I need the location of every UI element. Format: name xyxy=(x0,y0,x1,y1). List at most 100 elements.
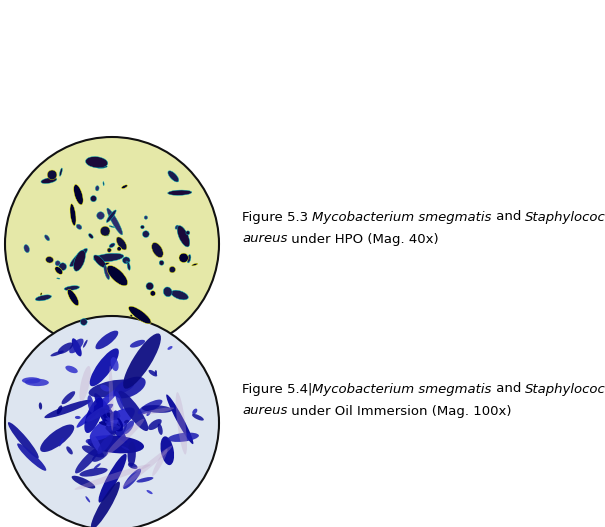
Ellipse shape xyxy=(109,366,114,431)
Ellipse shape xyxy=(50,350,64,356)
Ellipse shape xyxy=(119,391,148,431)
Ellipse shape xyxy=(177,226,190,247)
Circle shape xyxy=(90,196,97,202)
Ellipse shape xyxy=(69,338,83,353)
Ellipse shape xyxy=(152,242,163,258)
Ellipse shape xyxy=(75,416,80,419)
Ellipse shape xyxy=(85,157,108,168)
Ellipse shape xyxy=(45,235,50,241)
Ellipse shape xyxy=(82,445,104,457)
Ellipse shape xyxy=(114,377,146,398)
Circle shape xyxy=(105,231,109,236)
Ellipse shape xyxy=(168,171,179,182)
Ellipse shape xyxy=(105,418,117,424)
Ellipse shape xyxy=(99,408,123,432)
Ellipse shape xyxy=(100,385,110,392)
Ellipse shape xyxy=(57,278,60,279)
Ellipse shape xyxy=(99,454,126,503)
Ellipse shape xyxy=(109,226,115,228)
Ellipse shape xyxy=(192,414,204,421)
Ellipse shape xyxy=(123,334,161,389)
Ellipse shape xyxy=(57,405,62,414)
Text: aureus: aureus xyxy=(242,405,287,417)
Circle shape xyxy=(5,137,219,351)
Ellipse shape xyxy=(155,370,157,375)
Ellipse shape xyxy=(146,490,152,494)
Text: Figure 5.4|: Figure 5.4| xyxy=(242,383,312,395)
Ellipse shape xyxy=(91,482,120,527)
Ellipse shape xyxy=(65,366,78,373)
Ellipse shape xyxy=(138,399,163,414)
Ellipse shape xyxy=(114,411,120,418)
Ellipse shape xyxy=(79,468,108,476)
Text: under HPO (Mag. 40x): under HPO (Mag. 40x) xyxy=(287,232,439,246)
Ellipse shape xyxy=(90,348,119,386)
Circle shape xyxy=(5,316,219,527)
Ellipse shape xyxy=(83,340,88,348)
Ellipse shape xyxy=(106,423,116,435)
Circle shape xyxy=(55,261,61,266)
Ellipse shape xyxy=(91,435,102,453)
Ellipse shape xyxy=(142,407,174,415)
Ellipse shape xyxy=(105,409,120,428)
Circle shape xyxy=(107,248,111,252)
Ellipse shape xyxy=(41,178,57,183)
Ellipse shape xyxy=(122,185,128,189)
Ellipse shape xyxy=(175,392,187,454)
Ellipse shape xyxy=(168,190,192,196)
Ellipse shape xyxy=(64,286,79,290)
Ellipse shape xyxy=(70,204,76,226)
Circle shape xyxy=(150,291,155,296)
Ellipse shape xyxy=(59,168,62,176)
Ellipse shape xyxy=(126,261,128,263)
Text: and: and xyxy=(492,383,525,395)
Ellipse shape xyxy=(76,225,82,229)
Ellipse shape xyxy=(8,422,39,458)
Ellipse shape xyxy=(45,257,53,263)
Ellipse shape xyxy=(24,245,30,252)
Ellipse shape xyxy=(127,262,130,270)
Ellipse shape xyxy=(67,446,73,454)
Ellipse shape xyxy=(44,400,91,418)
Ellipse shape xyxy=(113,418,117,426)
Circle shape xyxy=(179,253,188,262)
Ellipse shape xyxy=(90,407,135,441)
Ellipse shape xyxy=(130,340,145,348)
Ellipse shape xyxy=(17,443,47,471)
Ellipse shape xyxy=(70,248,88,267)
Ellipse shape xyxy=(40,424,74,452)
Ellipse shape xyxy=(105,423,121,432)
Ellipse shape xyxy=(148,419,162,430)
Ellipse shape xyxy=(166,394,194,444)
Ellipse shape xyxy=(137,477,154,483)
Text: aureus: aureus xyxy=(242,232,287,246)
Ellipse shape xyxy=(110,418,115,428)
Ellipse shape xyxy=(94,255,106,268)
Ellipse shape xyxy=(96,165,107,168)
Ellipse shape xyxy=(160,436,174,465)
Ellipse shape xyxy=(59,438,64,446)
Circle shape xyxy=(100,226,110,236)
Ellipse shape xyxy=(175,225,178,229)
Text: and: and xyxy=(492,210,525,223)
Ellipse shape xyxy=(187,255,191,263)
Ellipse shape xyxy=(128,306,151,324)
Ellipse shape xyxy=(76,387,120,428)
Ellipse shape xyxy=(163,287,172,297)
Text: Mycobacterium smegmatis: Mycobacterium smegmatis xyxy=(312,210,492,223)
Circle shape xyxy=(140,225,144,229)
Ellipse shape xyxy=(88,379,134,397)
Ellipse shape xyxy=(79,366,91,402)
Ellipse shape xyxy=(116,237,127,250)
Text: Staphylococcus: Staphylococcus xyxy=(525,383,605,395)
Ellipse shape xyxy=(123,421,134,434)
Ellipse shape xyxy=(107,208,123,235)
Text: Staphylococcus: Staphylococcus xyxy=(525,210,605,223)
Ellipse shape xyxy=(168,433,199,442)
Ellipse shape xyxy=(84,397,103,433)
Ellipse shape xyxy=(105,421,120,428)
Ellipse shape xyxy=(35,295,51,301)
Ellipse shape xyxy=(122,257,130,264)
Ellipse shape xyxy=(94,463,100,469)
Ellipse shape xyxy=(111,357,119,371)
